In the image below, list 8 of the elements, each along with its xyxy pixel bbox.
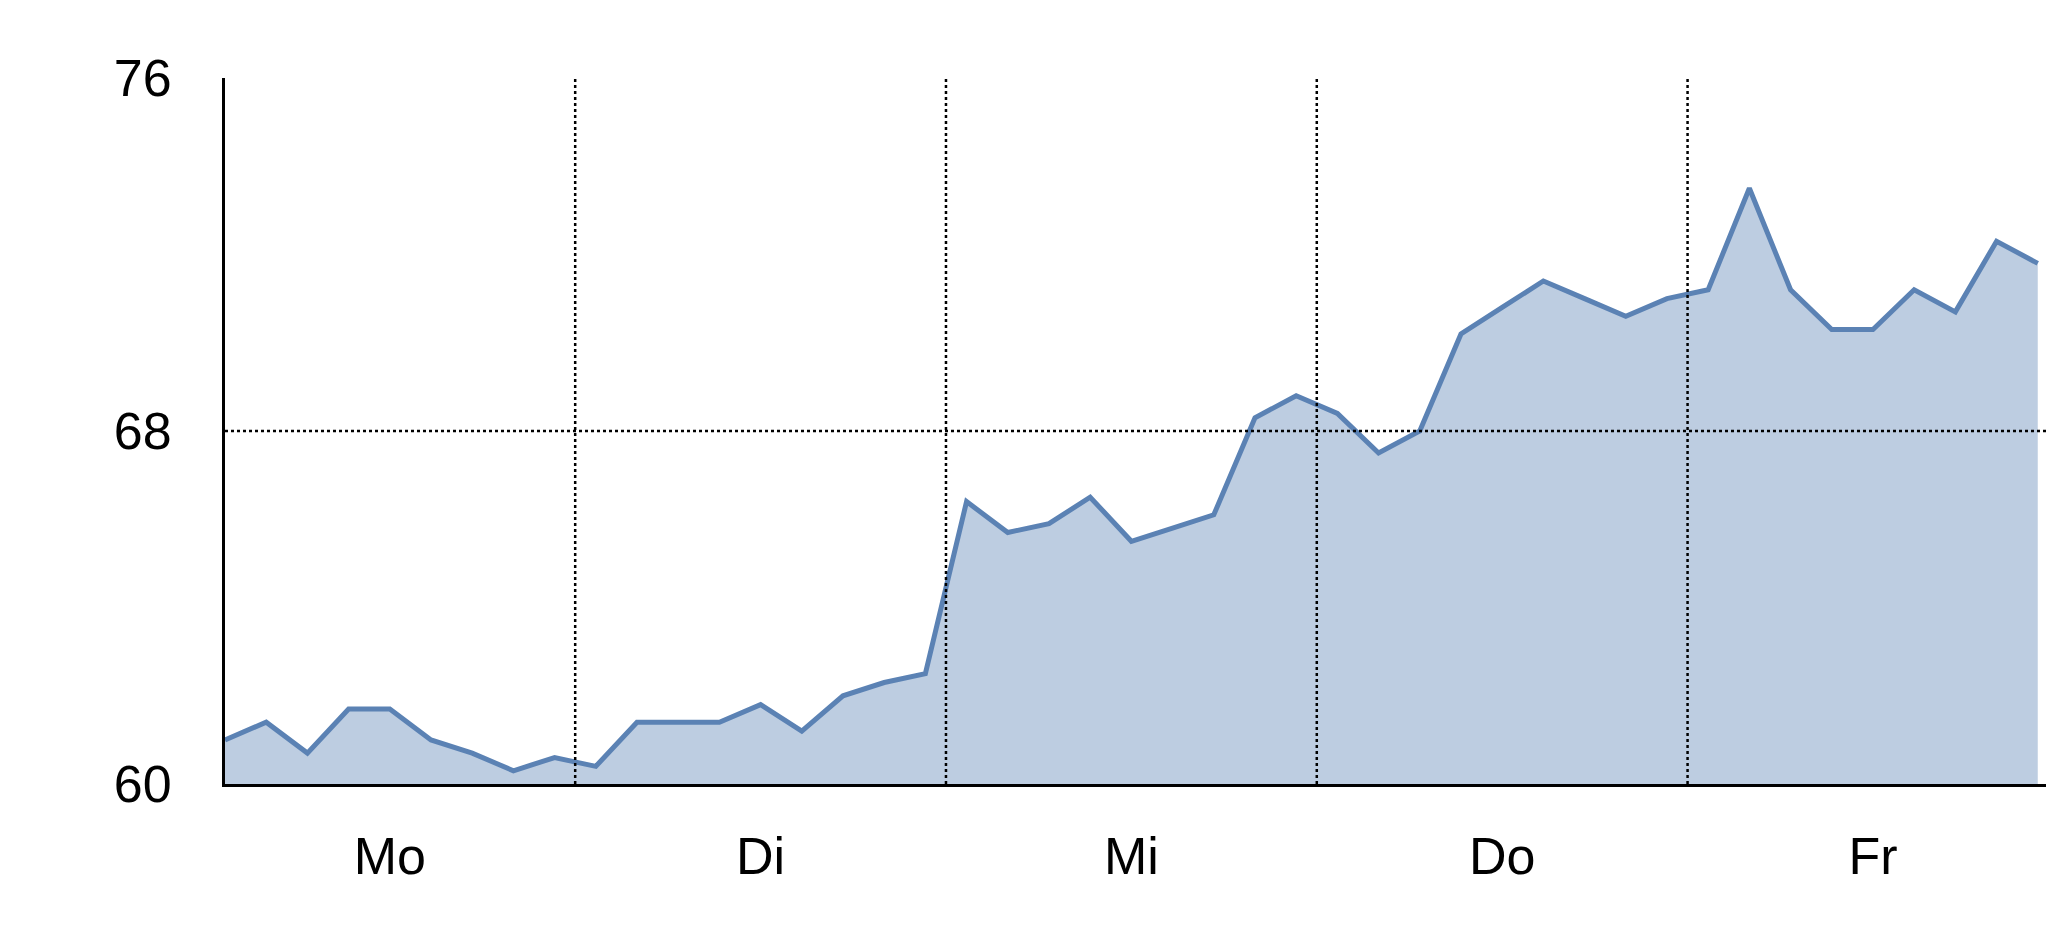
x-tick-label: Mi xyxy=(1103,827,1159,886)
x-tick-label: Di xyxy=(736,827,786,886)
x-tick-label: Do xyxy=(1468,827,1536,886)
x-tick-label: Mo xyxy=(353,827,426,886)
y-tick-label: 68 xyxy=(113,402,172,461)
y-tick-label: 76 xyxy=(113,49,172,108)
x-tick-label: Fr xyxy=(1848,827,1898,886)
y-tick-label: 60 xyxy=(113,755,172,814)
